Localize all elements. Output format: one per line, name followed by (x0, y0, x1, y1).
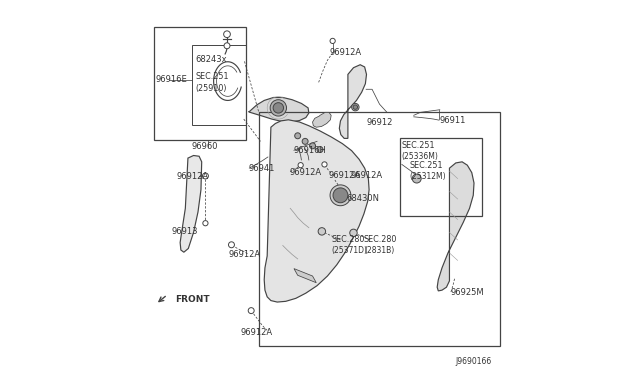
Polygon shape (180, 155, 202, 252)
Circle shape (294, 133, 301, 139)
Bar (191, 45, 246, 125)
Bar (259, 112, 500, 346)
Text: 96912A: 96912A (330, 48, 362, 57)
Text: FRONT: FRONT (175, 295, 209, 304)
Bar (400, 138, 482, 216)
Circle shape (310, 143, 316, 149)
Text: 96912A: 96912A (177, 172, 209, 181)
Text: 96912A: 96912A (351, 171, 383, 180)
Text: 96925M: 96925M (450, 288, 484, 296)
Text: 96960: 96960 (191, 142, 218, 151)
Circle shape (351, 103, 359, 111)
Text: J9690166: J9690166 (456, 357, 492, 366)
Circle shape (318, 228, 326, 235)
Circle shape (273, 103, 284, 113)
Circle shape (330, 38, 335, 44)
Text: 96913: 96913 (172, 227, 198, 236)
Text: (25336M): (25336M) (402, 152, 438, 161)
Circle shape (202, 173, 209, 179)
Text: (2831B): (2831B) (364, 246, 394, 255)
Circle shape (203, 221, 208, 226)
Circle shape (333, 188, 348, 203)
Polygon shape (312, 112, 331, 127)
Text: 68243x: 68243x (195, 55, 227, 64)
Circle shape (353, 105, 358, 109)
Text: SEC.251: SEC.251 (410, 161, 443, 170)
Text: SEC.251: SEC.251 (402, 141, 435, 150)
Circle shape (248, 308, 254, 314)
Text: 96912A: 96912A (289, 168, 322, 177)
Circle shape (270, 100, 287, 116)
Polygon shape (294, 269, 316, 283)
Text: (25312M): (25312M) (410, 172, 446, 181)
Circle shape (298, 163, 303, 168)
Text: 96912: 96912 (367, 118, 393, 126)
Polygon shape (437, 162, 474, 291)
Text: (25371D): (25371D) (331, 246, 367, 255)
Bar (154, 27, 246, 140)
Circle shape (330, 185, 351, 206)
Circle shape (349, 229, 357, 237)
Text: 68430N: 68430N (346, 194, 379, 203)
Polygon shape (264, 120, 369, 302)
Circle shape (322, 162, 327, 167)
Text: (25910): (25910) (195, 84, 227, 93)
Text: SEC.280: SEC.280 (364, 235, 397, 244)
Circle shape (317, 147, 323, 153)
Circle shape (224, 43, 230, 49)
Text: 96941: 96941 (248, 164, 275, 173)
Text: 96916E: 96916E (156, 76, 188, 84)
Text: 96916H: 96916H (293, 146, 326, 155)
Text: SEC.280: SEC.280 (331, 235, 365, 244)
Text: 96912A: 96912A (229, 250, 261, 259)
Circle shape (228, 242, 234, 248)
Text: SEC.251: SEC.251 (195, 72, 229, 81)
Circle shape (412, 174, 421, 183)
Circle shape (302, 138, 308, 144)
Polygon shape (248, 97, 309, 122)
Circle shape (223, 31, 230, 38)
Polygon shape (339, 65, 367, 138)
Text: 96911: 96911 (439, 116, 465, 125)
Text: 96912A: 96912A (240, 328, 272, 337)
Text: 96912A: 96912A (329, 171, 361, 180)
